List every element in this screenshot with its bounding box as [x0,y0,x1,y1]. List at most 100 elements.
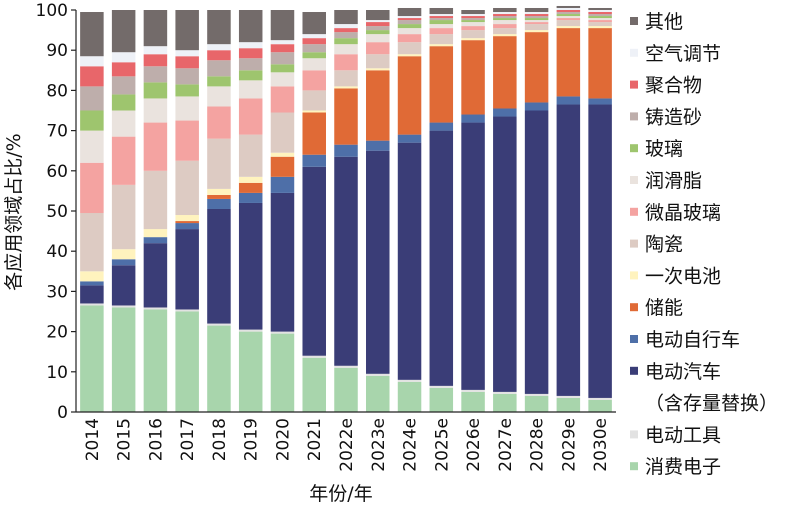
x-tick-label: 2018 [210,418,230,461]
bar-segment-2020-s2 [270,192,295,332]
legend-swatch [630,17,638,25]
bar-segment-2020-s0 [270,333,295,412]
bar-segment-2014-s10 [80,86,104,111]
x-tick-label: 2029e [559,418,579,472]
bar-segment-2025e-s7 [429,28,454,35]
bar-segment-2014-s2 [80,285,104,304]
bar-segment-2016-s7 [143,122,168,171]
bar-segment-2017-s5 [175,215,199,222]
bar-segment-2024e-s7 [397,34,422,43]
bar-segment-2024e-s6 [397,42,422,55]
bar-segment-2017-s1 [175,309,199,312]
bar-segment-2028e-s0 [524,395,549,412]
bar-stack-2016 [143,10,168,412]
bar-segment-2019-s3 [238,192,263,203]
y-tick-label: 20 [46,323,68,343]
bar-segment-2023e-s12 [366,20,390,23]
bar-segment-2025e-s13 [429,7,454,15]
bar-segment-2017-s10 [175,68,199,85]
bar-stack-2026e [461,10,485,412]
bar-segment-2027e-s1 [493,391,517,394]
bar-segment-2023e-s2 [366,150,390,374]
bar-segment-2029e-s8 [556,16,581,19]
bar-segment-2019-s7 [238,98,263,135]
bar-segment-2027e-s4 [493,36,517,109]
bar-segment-2027e-s7 [493,24,517,29]
bar-segment-2028e-s10 [524,16,549,19]
bar-segment-2014-s3 [80,281,104,286]
bar-segment-2015-s3 [111,259,136,266]
bar-segment-2018-s11 [207,50,231,61]
bar-segment-2026e-s9 [461,20,485,23]
bar-segment-2017-s9 [175,84,199,97]
bar-segment-2018-s4 [207,194,231,199]
legend-item: 空气调节 [630,43,721,65]
bar-segment-2023e-s13 [366,10,390,21]
legend-label: 聚合物 [645,75,702,97]
bar-segment-2016-s0 [143,309,168,412]
bar-segment-2022e-s0 [334,367,358,412]
bar-segment-2022e-s6 [334,70,358,87]
bar-segment-2016-s2 [143,243,168,308]
bar-segment-2025e-s10 [429,18,454,21]
bar-segment-2018-s5 [207,188,231,195]
bar-segment-2030e-s11 [588,12,612,15]
bar-segment-2030e-s6 [588,22,612,27]
legend-label: 电动自行车 [645,329,740,351]
x-tick-label: 2017 [178,418,198,461]
bar-segment-2029e-s9 [556,14,581,17]
bar-segment-2018-s12 [207,44,231,51]
bar-segment-2020-s6 [270,112,295,153]
bar-segment-2024e-s12 [397,16,422,19]
legend-swatch [630,48,638,57]
bar-segment-2016-s13 [143,10,168,47]
bar-segment-2028e-s6 [524,24,549,31]
y-tick-label: 40 [46,242,68,262]
bar-segment-2015-s13 [111,10,136,53]
x-tick-label: 2016 [146,418,166,461]
bar-segment-2014-s11 [80,66,104,87]
bar-segment-2029e-s5 [556,26,581,29]
bar-segment-2021-s6 [302,90,326,111]
x-tick-label: 2028e [528,418,548,472]
legend-item: 其他 [630,11,683,33]
bar-segment-2025e-s4 [429,46,454,123]
bar-segment-2023e-s3 [366,140,390,151]
bar-segment-2030e-s13 [588,7,612,10]
bar-stack-2025e [429,7,454,412]
x-tick-label: 2026e [464,418,484,472]
bar-segment-2022e-s1 [334,365,358,368]
x-tick-label: 2015 [115,418,135,461]
y-tick-label: 80 [46,81,68,101]
bar-segment-2014-s5 [80,271,104,282]
bar-segment-2023e-s0 [366,375,390,412]
bar-segment-2021-s12 [302,34,326,39]
bar-segment-2028e-s9 [524,18,549,21]
bar-segment-2014-s12 [80,56,104,67]
legend-label: 储能 [645,297,683,319]
bar-segment-2015-s12 [111,52,136,63]
legend-swatch [630,462,638,471]
bar-segment-2018-s8 [207,86,231,107]
bar-stack-2028e [524,7,549,412]
bar-segment-2022e-s8 [334,44,358,55]
bar-segment-2027e-s13 [493,7,517,13]
legend-item: 一次电池 [630,265,721,287]
y-tick-label: 0 [57,403,68,423]
bar-segment-2017-s3 [175,223,199,230]
bar-segment-2026e-s7 [461,26,485,31]
bar-segment-2021-s5 [302,110,326,113]
bar-segment-2029e-s10 [556,12,581,15]
bar-segment-2020-s4 [270,156,295,177]
bar-segment-2018-s3 [207,198,231,209]
bar-segment-2026e-s10 [461,18,485,21]
bar-segment-2024e-s11 [397,18,422,21]
bar-segment-2028e-s2 [524,110,549,394]
bar-segment-2026e-s1 [461,389,485,392]
bar-segment-2024e-s1 [397,379,422,382]
legend-label: 微晶玻璃 [645,202,721,224]
bar-segment-2025e-s0 [429,387,454,412]
y-tick-label: 30 [46,282,68,302]
bar-segment-2027e-s2 [493,116,517,392]
bar-segment-2016-s1 [143,307,168,310]
